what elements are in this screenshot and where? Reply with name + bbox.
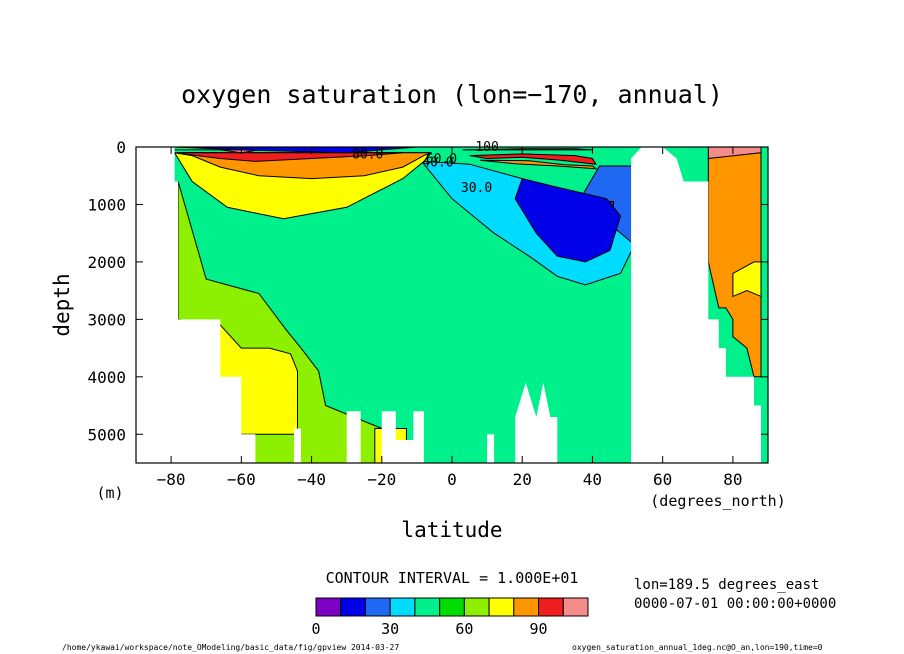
no-data-region-3 <box>381 411 424 463</box>
x-tick-label: −80 <box>157 470 186 489</box>
colorbar-tick-label: 30 <box>381 620 399 638</box>
contour-label-0: 80.0 <box>352 147 383 162</box>
colorbar-swatch-10 <box>562 597 589 617</box>
colorbar-tick-label: 0 <box>311 620 320 638</box>
colorbar-swatch-9 <box>538 597 564 617</box>
x-tick-label: −40 <box>297 470 326 489</box>
data-source-footer: oxygen_saturation_annual_1deg.nc@O_an,lo… <box>572 643 823 652</box>
y-tick-label: 5000 <box>87 425 126 444</box>
x-tick-label: 60 <box>653 470 672 489</box>
contour-region-80-16 <box>707 152 762 378</box>
contour-region-100-4 <box>462 148 593 151</box>
y-tick-label: 2000 <box>87 253 126 272</box>
chart-title: oxygen saturation (lon=−170, annual) <box>181 80 723 109</box>
land-mask-layer <box>136 147 761 463</box>
no-data-region-5 <box>515 382 558 463</box>
colorbar-swatch-1 <box>340 597 366 617</box>
colorbar-swatch-0 <box>315 597 342 617</box>
y-tick-label: 4000 <box>87 368 126 387</box>
x-axis-ticks: −80 −60 −40 −20 0 20 40 60 80 <box>157 147 743 489</box>
y-tick-label: 3000 <box>87 310 126 329</box>
colorbar-tick-label: 90 <box>530 620 548 638</box>
colorbar-swatch-4 <box>414 597 441 617</box>
no-data-region-2 <box>346 411 361 463</box>
contour-label-1: 60.0 <box>426 152 457 167</box>
colorbar-swatch-8 <box>513 597 540 617</box>
longitude-info: lon=189.5 degrees_east <box>634 577 819 593</box>
colorbar-tick-label: 60 <box>455 620 473 638</box>
x-tick-label: 80 <box>723 470 742 489</box>
y-axis-label: depth <box>50 273 74 336</box>
no-data-region-6 <box>631 147 761 463</box>
contour-label-4: 30.0 <box>461 181 492 196</box>
contour-region-70-17 <box>732 261 762 298</box>
contour-region-10-11 <box>514 178 622 263</box>
colorbar-swatch-2 <box>364 597 391 617</box>
contour-label-2: 40.0 <box>422 156 453 171</box>
contour-region-90-2 <box>174 152 403 162</box>
colorbar-swatch-3 <box>389 597 416 617</box>
colorbar: 0 30 60 90 <box>311 597 589 638</box>
time-info: 0000-07-01 00:00:00+0000 <box>634 596 836 612</box>
y-tick-label: 1000 <box>87 195 126 214</box>
colorbar-swatch-7 <box>488 597 515 617</box>
x-tick-label: 20 <box>513 470 532 489</box>
no-data-region-1 <box>294 428 301 463</box>
x-tick-label: −20 <box>367 470 396 489</box>
y-tick-label: 0 <box>116 138 126 157</box>
x-tick-label: −60 <box>227 470 256 489</box>
x-axis-label: latitude <box>401 518 502 542</box>
y-axis-ticks: 0 1000 2000 3000 4000 5000 <box>87 138 768 444</box>
contour-interval-label: CONTOUR INTERVAL = 1.000E+01 <box>326 569 579 587</box>
colorbar-swatch-5 <box>439 597 465 617</box>
y-unit-label: (m) <box>96 484 123 502</box>
no-data-region-4 <box>487 434 495 463</box>
contour-region-90-5 <box>469 153 597 165</box>
colorbar-swatch-6 <box>463 597 490 617</box>
x-tick-label: 0 <box>447 470 457 489</box>
x-tick-label: 40 <box>583 470 602 489</box>
x-unit-label: (degrees_north) <box>650 492 785 510</box>
file-path-footer: /home/ykawai/workspace/note_OModeling/ba… <box>62 643 399 652</box>
no-data-region-0 <box>136 147 256 463</box>
contour-region-80-6 <box>480 159 598 170</box>
